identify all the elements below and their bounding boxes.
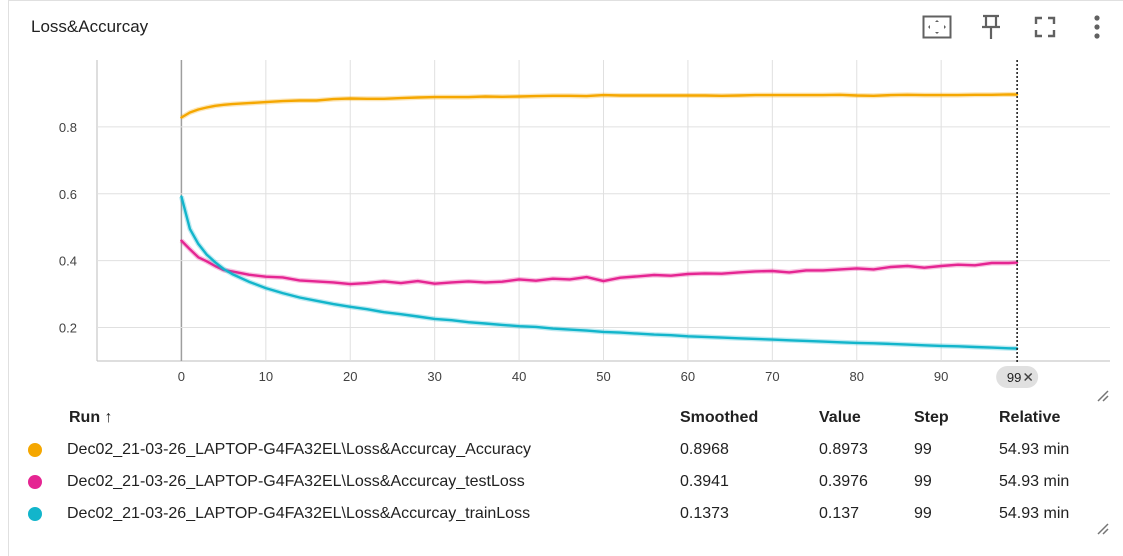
relative-time: 54.93 min: [999, 473, 1070, 490]
x-tick-label: 60: [681, 369, 695, 384]
series-line-raw-1: [179, 238, 1018, 287]
table-row[interactable]: Dec02_21-03-26_LAPTOP-G4FA32EL\Loss&Accu…: [0, 498, 1115, 530]
x-tick-label: 10: [259, 369, 273, 384]
raw-value: 0.137: [819, 505, 860, 522]
fullscreen-button[interactable]: [1029, 11, 1061, 43]
run-name: Dec02_21-03-26_LAPTOP-G4FA32EL\Loss&Accu…: [67, 505, 531, 522]
table-row[interactable]: Dec02_21-03-26_LAPTOP-G4FA32EL\Loss&Accu…: [0, 466, 1115, 498]
run-name: Dec02_21-03-26_LAPTOP-G4FA32EL\Loss&Accu…: [67, 441, 531, 458]
x-tick-label: 90: [934, 369, 948, 384]
raw-value: 0.8973: [819, 441, 868, 458]
run-color-dot: [28, 507, 42, 521]
scalar-card: Loss&Accurcay: [8, 0, 1123, 556]
header-relative[interactable]: Relative: [999, 409, 1061, 426]
pin-icon: [982, 14, 1000, 39]
hover-step-chip-bg: [996, 366, 1039, 388]
series-line-1[interactable]: [180, 239, 1019, 286]
x-tick-label: 70: [765, 369, 779, 384]
line-chart[interactable]: 0 10 20 30 40 50 60 70 80 90 0.2 0.4 0.6 0.8 99: [0, 0, 1123, 400]
y-tick-label: 0.4: [59, 254, 77, 269]
series-line-2[interactable]: [180, 195, 1019, 350]
header-smoothed[interactable]: Smoothed: [680, 409, 759, 426]
x-tick-label: 0: [178, 369, 185, 384]
smoothed-value: 0.3941: [680, 473, 729, 490]
y-tick-label: 0.8: [59, 120, 77, 135]
y-tick-label: 0.6: [59, 187, 77, 202]
x-tick-label: 20: [343, 369, 357, 384]
smoothed-value: 0.8968: [680, 441, 729, 458]
more-options-button[interactable]: [1081, 11, 1113, 43]
resize-handle-icon[interactable]: [1096, 522, 1110, 536]
series-line-0[interactable]: [180, 93, 1019, 119]
y-tick-label: 0.2: [59, 321, 77, 336]
series-line-raw-2: [178, 195, 1018, 351]
raw-value: 0.3976: [819, 473, 868, 490]
relative-time: 54.93 min: [999, 441, 1070, 458]
close-icon[interactable]: [1024, 372, 1033, 382]
step-value: 99: [914, 505, 932, 522]
resize-handle-icon[interactable]: [1096, 389, 1110, 403]
run-name: Dec02_21-03-26_LAPTOP-G4FA32EL\Loss&Accu…: [67, 473, 525, 490]
fullscreen-icon: [1034, 16, 1056, 38]
hover-step-chip[interactable]: 99: [996, 366, 1039, 388]
header-value[interactable]: Value: [819, 409, 861, 426]
card-title: Loss&Accurcay: [31, 17, 149, 36]
table-header: Run ↑ Smoothed Value Step Relative: [0, 402, 1115, 434]
more-vert-icon: [1094, 15, 1100, 39]
hover-step-label: 99: [1007, 370, 1021, 385]
header-run[interactable]: Run ↑: [69, 409, 113, 426]
series-line-raw-0: [180, 91, 1018, 120]
x-tick-label: 50: [596, 369, 610, 384]
fit-domain-icon: [922, 15, 952, 39]
x-tick-label: 40: [512, 369, 526, 384]
table-row[interactable]: Dec02_21-03-26_LAPTOP-G4FA32EL\Loss&Accu…: [0, 434, 1115, 466]
pin-button[interactable]: [975, 11, 1007, 43]
x-tick-label: 30: [427, 369, 441, 384]
step-value: 99: [914, 441, 932, 458]
smoothed-value: 0.1373: [680, 505, 729, 522]
header-step[interactable]: Step: [914, 409, 949, 426]
relative-time: 54.93 min: [999, 505, 1070, 522]
step-value: 99: [914, 473, 932, 490]
fit-domain-button[interactable]: [921, 11, 953, 43]
run-color-dot: [28, 443, 42, 457]
run-color-dot: [28, 475, 42, 489]
x-tick-label: 80: [850, 369, 864, 384]
